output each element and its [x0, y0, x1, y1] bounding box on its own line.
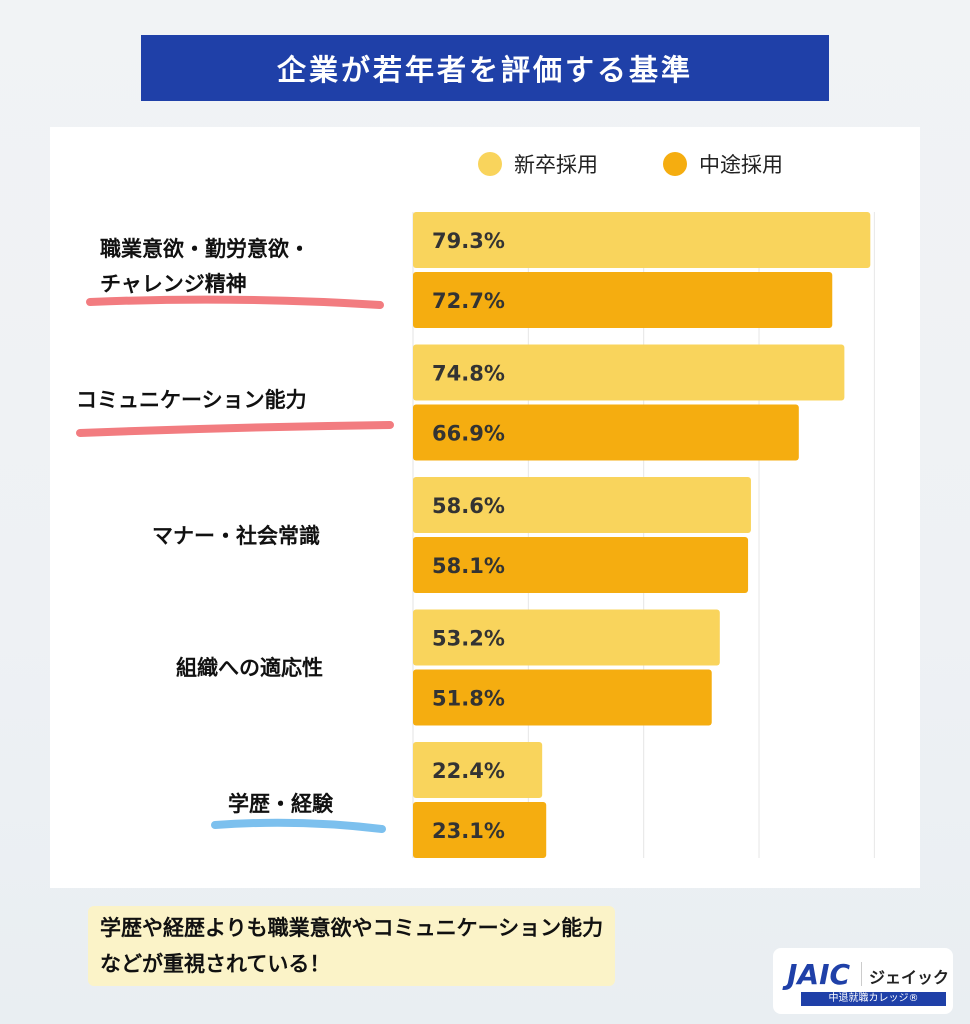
- bar-chart: 新卒採用 中途採用 79.3% 72.7% 74.8% 66.9% 58.6% 58.1% 53…: [76, 152, 875, 858]
- jaic-logo: JAIC ジェイック 中退就職カレッジ®: [773, 948, 953, 1014]
- bar-value-label: 53.2%: [432, 627, 505, 651]
- legend-label: 新卒採用: [514, 153, 598, 177]
- category-label-0: 職業意欲・勤労意欲・ チャレンジ精神: [100, 232, 310, 302]
- category-label-line: 職業意欲・勤労意欲・: [100, 237, 310, 261]
- bar-value-label: 58.6%: [432, 494, 505, 518]
- legend-marker: [663, 152, 687, 176]
- logo-brand: JAIC: [787, 958, 851, 991]
- chart-title: 企業が若年者を評価する基準: [141, 35, 829, 101]
- bar-value-label: 58.1%: [432, 554, 505, 578]
- chart-panel: 新卒採用 中途採用 79.3% 72.7% 74.8% 66.9% 58.6% 58.1% 53…: [50, 127, 920, 888]
- bar: [413, 669, 712, 726]
- bar: [413, 609, 720, 666]
- bar-value-label: 23.1%: [432, 819, 505, 843]
- label-underline: [86, 295, 384, 309]
- bar-value-label: 79.3%: [432, 229, 505, 253]
- category-label-3: 組織への適応性: [176, 656, 323, 680]
- label-underline: [76, 421, 394, 437]
- summary-note: 学歴や経歴よりも職業意欲やコミュニケーション能力 などが重視されている！: [88, 906, 616, 986]
- category-label-line: チャレンジ精神: [100, 272, 247, 296]
- note-line: 学歴や経歴よりも職業意欲やコミュニケーション能力: [100, 916, 604, 940]
- logo-subtitle: 中退就職カレッジ®: [801, 992, 946, 1006]
- note-line: などが重視されている！: [100, 952, 331, 976]
- bar: [413, 477, 751, 533]
- logo-divider: [861, 962, 862, 986]
- legend-label: 中途採用: [699, 153, 783, 177]
- category-label-1: コミュニケーション能力: [76, 388, 307, 412]
- bar: [413, 742, 543, 798]
- bar-value-label: 74.8%: [432, 362, 505, 386]
- category-label-4: 学歴・経験: [228, 792, 333, 816]
- bar: [413, 802, 547, 858]
- bar: [413, 344, 845, 401]
- bar: [413, 537, 749, 593]
- category-label-2: マナー・社会常識: [152, 524, 320, 548]
- bar: [413, 212, 871, 268]
- bar: [413, 404, 799, 461]
- bar-value-label: 51.8%: [432, 687, 505, 711]
- bar-value-label: 66.9%: [432, 422, 505, 446]
- bar-value-label: 72.7%: [432, 289, 505, 313]
- bar: [413, 272, 833, 328]
- bar-value-label: 22.4%: [432, 759, 505, 783]
- label-underline: [211, 818, 386, 833]
- legend-marker: [478, 152, 502, 176]
- logo-kana: ジェイック: [869, 968, 950, 987]
